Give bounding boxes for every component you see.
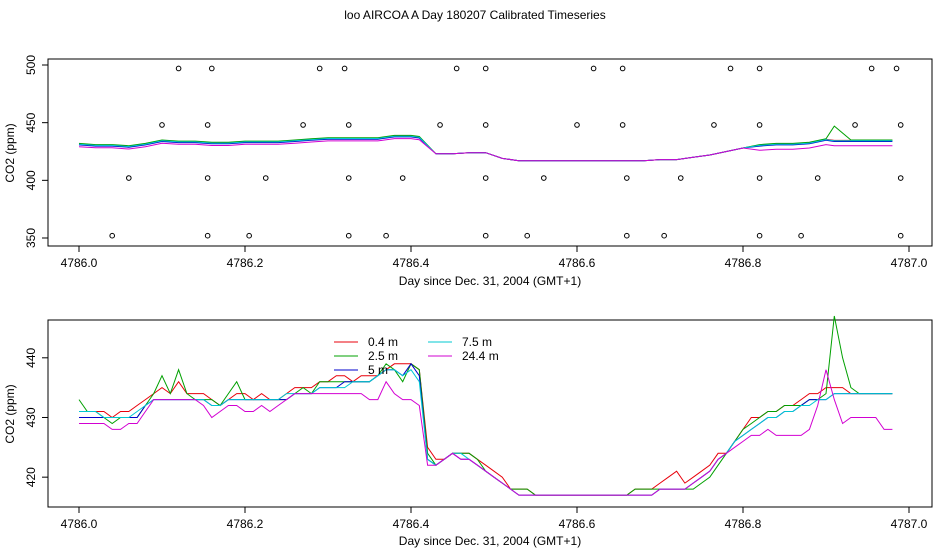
x-tick-label: 4786.6 (559, 256, 596, 270)
legend-label: 0.4 m (368, 335, 398, 349)
scatter-point (437, 122, 443, 128)
scatter-point (727, 65, 734, 72)
x-tick-label: 4786.4 (393, 517, 430, 531)
x-axis: 4786.0 4786.2 4786.4 4786.6 4786.8 4787.0 (61, 246, 928, 270)
x-tick-label: 4786.8 (725, 256, 762, 270)
plot-frame (47, 58, 933, 247)
scatter-point (541, 175, 547, 181)
scatter-point (624, 232, 630, 239)
scatter-point (574, 122, 580, 128)
scatter-point (175, 65, 182, 72)
legend-label: 2.5 m (368, 349, 398, 363)
scatter-point (126, 175, 132, 181)
scatter-point (868, 65, 875, 72)
scatter-point (109, 232, 115, 239)
scatter-point (798, 232, 804, 239)
scatter-point (756, 175, 763, 181)
y-axis: 350 400 450 500 (24, 55, 48, 248)
y-axis: 420 430 440 (24, 347, 48, 487)
scatter-point (590, 65, 597, 72)
scatter-point (897, 175, 904, 181)
series-line-top (78, 135, 893, 162)
x-axis-label: Day since Dec. 31, 2004 (GMT+1) (399, 534, 581, 548)
x-tick-label: 4786.6 (559, 517, 596, 531)
series-line (79, 368, 893, 496)
scatter-point (204, 232, 211, 239)
legend: 0.4 m2.5 m5 m 7.5 m24.4 m (334, 335, 499, 377)
y-tick-label: 420 (24, 467, 38, 487)
scatter-point (814, 175, 821, 181)
scatter-point (316, 65, 323, 72)
scatter-point (345, 175, 352, 181)
y-tick-label: 350 (24, 228, 38, 248)
y-tick-label: 400 (24, 170, 38, 190)
scatter-point (159, 122, 165, 128)
scatter-point (345, 232, 352, 239)
legend-label: 7.5 m (462, 335, 492, 349)
scatter-point (204, 175, 211, 181)
x-axis-label: Day since Dec. 31, 2004 (GMT+1) (399, 274, 581, 288)
scatter-point (756, 122, 763, 128)
series-line-top (78, 136, 893, 162)
scatter-point (262, 175, 269, 181)
scatter-point (756, 65, 763, 72)
plot-area (78, 315, 893, 496)
scatter-point (482, 65, 489, 72)
scatter-point (897, 232, 904, 239)
scatter-point (204, 122, 211, 128)
y-tick-label: 430 (24, 407, 38, 427)
plot-frame (47, 319, 933, 508)
series-line-top (78, 135, 893, 162)
scatter-point (399, 175, 406, 181)
scatter-point (482, 122, 489, 128)
scatter-point (677, 175, 684, 181)
series-line (79, 363, 893, 496)
x-tick-label: 4786.0 (61, 517, 98, 531)
scatter-point (209, 65, 215, 72)
scatter-point (624, 175, 630, 181)
scatter-point (482, 175, 489, 181)
x-axis: 4786.0 4786.2 4786.4 4786.6 4786.8 4787.0 (61, 507, 928, 531)
x-tick-label: 4787.0 (891, 517, 928, 531)
scatter-point (619, 122, 626, 128)
x-tick-label: 4787.0 (891, 256, 928, 270)
scatter-point (341, 65, 348, 72)
scatter-point (524, 232, 531, 239)
series-line (79, 362, 893, 496)
x-tick-label: 4786.4 (393, 256, 430, 270)
scatter-point (482, 232, 489, 239)
y-tick-label: 500 (24, 55, 38, 75)
series-line (79, 369, 893, 496)
scatter-point (619, 65, 626, 72)
scatter-point (756, 232, 763, 239)
y-tick-label: 440 (24, 347, 38, 367)
scatter-point (852, 122, 858, 128)
y-tick-label: 450 (24, 112, 38, 132)
y-axis-label: CO2 (ppm) (3, 384, 17, 443)
scatter-point (661, 232, 667, 239)
series-line-top (78, 138, 893, 162)
scatter-point (300, 122, 306, 128)
chart-title: loo AIRCOA A Day 180207 Calibrated Times… (344, 8, 605, 22)
scatter-point (453, 65, 460, 72)
legend-label: 24.4 m (462, 349, 499, 363)
scatter-point (246, 232, 252, 239)
legend-label: 5 m (368, 363, 388, 377)
x-tick-label: 4786.2 (227, 517, 264, 531)
y-axis-label: CO2 (ppm) (3, 123, 17, 182)
plot-area (78, 65, 904, 239)
scatter-point (897, 122, 904, 128)
x-tick-label: 4786.0 (61, 256, 98, 270)
scatter-point (711, 122, 717, 128)
panel-bottom: 420 430 440 4786.0 4786.2 4786.4 4786.6 4786.8… (3, 315, 933, 548)
x-tick-label: 4786.2 (227, 256, 264, 270)
scatter-point (383, 232, 389, 239)
x-tick-label: 4786.8 (725, 517, 762, 531)
scatter-point (345, 122, 352, 128)
scatter-point (893, 65, 900, 72)
